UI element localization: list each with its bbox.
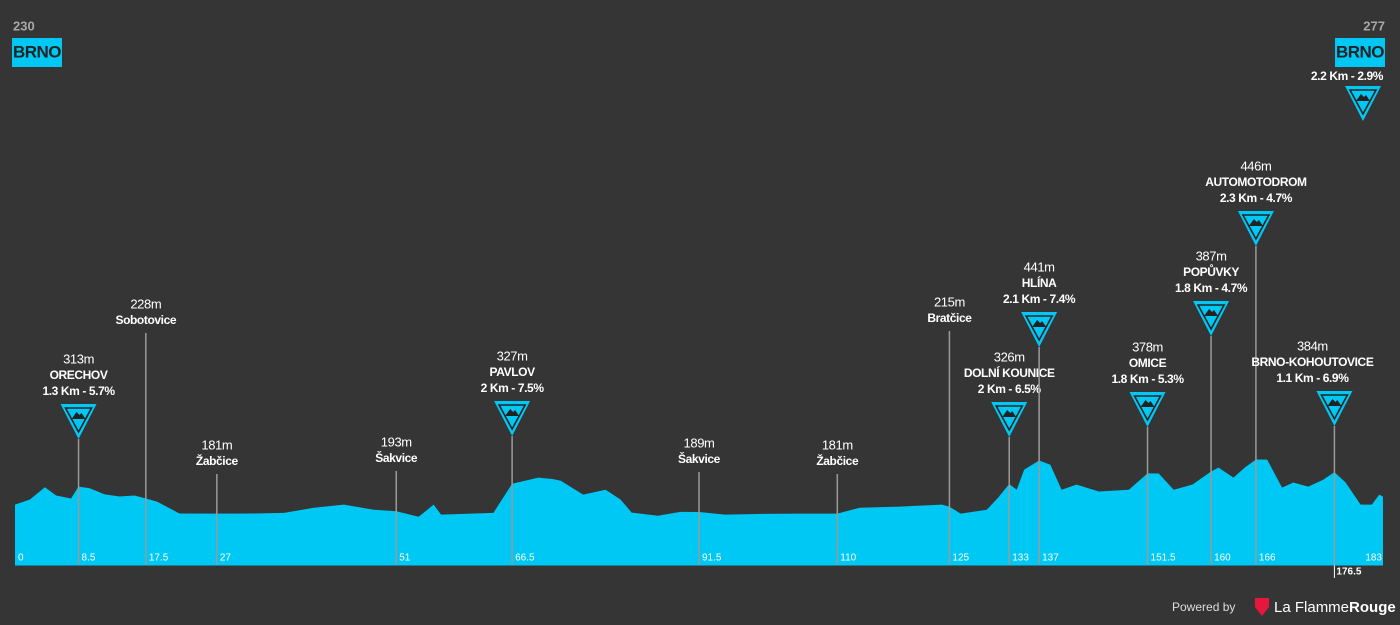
brand-light: La Flamme [1274, 599, 1349, 616]
x-tick-label: 137 [1042, 553, 1059, 564]
climb-icon [1248, 219, 1263, 226]
climb-marker [1021, 312, 1058, 347]
waypoint-climb: 2 Km - 6.5% [978, 382, 1042, 396]
x-tick-label: 151.5 [1151, 553, 1176, 564]
waypoint-climb: 2.1 Km - 7.4% [1003, 292, 1076, 306]
waypoint-climb: 2.3 Km - 4.7% [1220, 191, 1293, 205]
x-tick-label: 166 [1259, 553, 1276, 564]
waypoint-elevation: 378m [1132, 339, 1163, 354]
waypoint-climb: 1.1 Km - 6.9% [1276, 371, 1349, 385]
start-number: 230 [13, 18, 35, 33]
finish-number: 277 [1363, 18, 1385, 33]
start-box [12, 38, 62, 67]
climb-marker-inner [497, 404, 527, 431]
climb-marker-inner [1024, 315, 1054, 342]
start-name: BRNO [13, 42, 61, 61]
waypoint-elevation: 313m [63, 351, 94, 366]
waypoint-name: Bratčice [927, 311, 972, 325]
waypoint-elevation: 193m [381, 434, 412, 449]
waypoint-elevation: 181m [201, 437, 232, 452]
waypoint-name: PAVLOV [490, 365, 536, 379]
climb-icon [1356, 94, 1370, 101]
climb-marker [1316, 391, 1353, 426]
waypoint-elevation: 327m [497, 348, 528, 363]
x-tick-label: 160 [1214, 553, 1231, 564]
x-tick-label: 133 [1012, 553, 1029, 564]
climb-marker [494, 401, 531, 436]
waypoint-elevation: 181m [822, 437, 853, 452]
waypoint-name: Sobotovice [115, 313, 176, 327]
climb-marker-inner [1320, 394, 1349, 421]
x-tick-label: 183 [1365, 553, 1382, 564]
waypoint-climb: 1.8 Km - 5.3% [1111, 372, 1184, 386]
waypoint-name: HLÍNA [1022, 275, 1057, 290]
x-tick-label: 0 [18, 553, 24, 564]
x-tick-label: 8.5 [82, 553, 96, 564]
waypoint-climb: 1.8 Km - 4.7% [1175, 281, 1248, 295]
climb-icon [505, 409, 520, 416]
waypoint-elevation: 441m [1024, 259, 1055, 274]
waypoint-name: Žabčice [196, 453, 239, 468]
waypoint-elevation: 189m [684, 435, 715, 450]
x-tick-label: 110 [840, 553, 856, 564]
x-tick-label: 125 [952, 553, 969, 564]
climb-icon [1002, 410, 1017, 417]
waypoint-elevation: 446m [1240, 158, 1271, 173]
finish-climb: 2.2 Km - 2.9% [1311, 69, 1384, 83]
waypoint-name: AUTOMOTODROM [1205, 175, 1307, 189]
waypoint-name: ORECHOV [50, 368, 108, 382]
x-tick-label: 66.5 [515, 553, 535, 564]
climb-marker-inner [64, 407, 93, 434]
waypoint-name: Šakvice [678, 451, 721, 466]
waypoint-elevation: 215m [934, 294, 965, 309]
waypoint-elevation: 387m [1196, 248, 1227, 263]
climb-marker [1193, 301, 1230, 336]
x-tick-label: 176.5 [1336, 567, 1361, 578]
brand: La FlammeRouge [1274, 599, 1396, 616]
climb-marker-inner [1133, 395, 1162, 422]
climb-icon [71, 412, 86, 419]
climb-icon [1327, 399, 1342, 406]
waypoint-name: OMICE [1129, 356, 1167, 370]
climb-marker [991, 402, 1028, 437]
x-tick-label: 17.5 [149, 553, 169, 564]
climb-marker [1237, 211, 1274, 246]
waypoint-name: Žabčice [816, 453, 859, 468]
climb-icon [1204, 309, 1219, 316]
climb-icon [1032, 320, 1047, 327]
waypoint-elevation: 228m [130, 296, 161, 311]
waypoint-elevation: 384m [1297, 338, 1328, 353]
x-tick-label: 91.5 [702, 553, 722, 564]
finish-box [1335, 38, 1385, 67]
climb-marker-inner [1241, 214, 1271, 241]
waypoint-elevation: 326m [994, 349, 1025, 364]
climb-marker-inner [1348, 89, 1378, 116]
waypoint-name: Šakvice [375, 450, 418, 465]
x-tick-label: 27 [220, 553, 232, 564]
x-tick-label: 51 [399, 553, 411, 564]
climb-marker [1345, 86, 1381, 121]
climb-marker-inner [994, 405, 1024, 432]
brand-bold: Rouge [1349, 599, 1396, 616]
waypoint-climb: 2 Km - 7.5% [481, 381, 545, 395]
climb-marker [60, 404, 97, 439]
waypoint-climb: 1.3 Km - 5.7% [42, 384, 115, 398]
climb-icon [1140, 400, 1155, 407]
climb-marker-inner [1196, 304, 1226, 331]
brand-logo [1255, 598, 1269, 616]
finish-name: BRNO [1336, 42, 1384, 61]
climb-marker [1129, 392, 1166, 427]
waypoint-name: POPŮVKY [1183, 263, 1239, 279]
powered-by: Powered by [1172, 600, 1235, 614]
waypoint-name: BRNO-KOHOUTOVICE [1251, 355, 1373, 369]
waypoint-name: DOLNÍ KOUNICE [964, 365, 1055, 380]
